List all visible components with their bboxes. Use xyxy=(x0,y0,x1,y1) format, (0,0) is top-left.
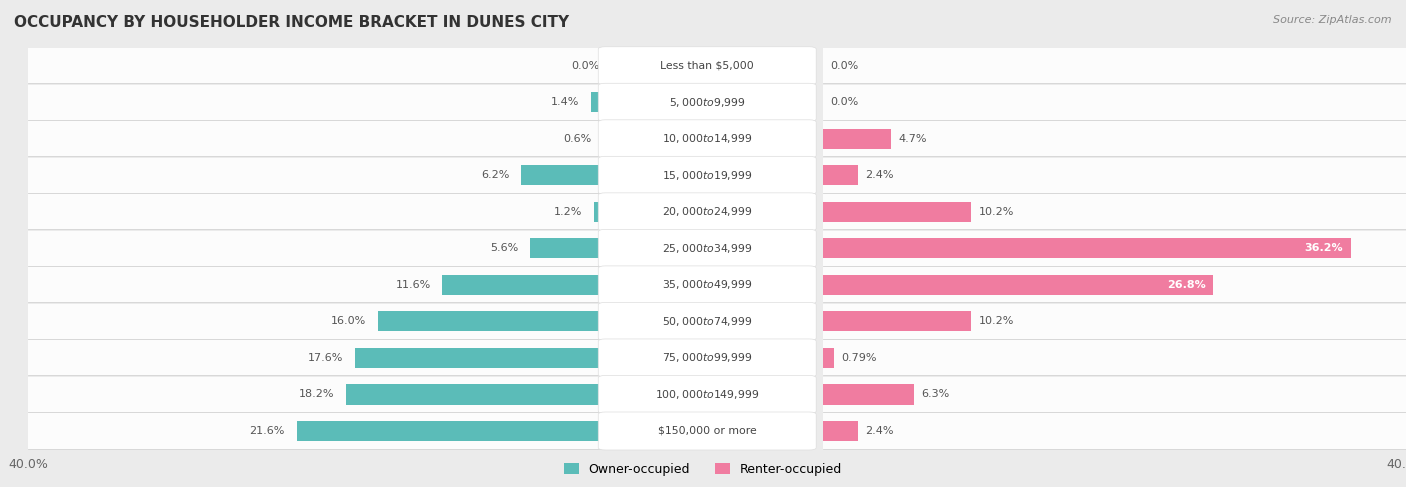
FancyBboxPatch shape xyxy=(297,421,612,441)
Text: 0.79%: 0.79% xyxy=(841,353,877,363)
FancyBboxPatch shape xyxy=(823,267,1406,302)
Text: 16.0%: 16.0% xyxy=(332,317,367,326)
Text: 1.2%: 1.2% xyxy=(554,207,582,217)
Text: 6.3%: 6.3% xyxy=(922,390,950,399)
Text: $35,000 to $49,999: $35,000 to $49,999 xyxy=(662,279,752,291)
FancyBboxPatch shape xyxy=(823,202,972,222)
Text: 5.6%: 5.6% xyxy=(491,244,519,253)
FancyBboxPatch shape xyxy=(530,238,612,259)
Text: 4.7%: 4.7% xyxy=(898,134,927,144)
FancyBboxPatch shape xyxy=(823,85,1406,120)
Text: Source: ZipAtlas.com: Source: ZipAtlas.com xyxy=(1274,15,1392,25)
FancyBboxPatch shape xyxy=(823,340,1406,375)
FancyBboxPatch shape xyxy=(28,340,612,375)
FancyBboxPatch shape xyxy=(443,275,612,295)
FancyBboxPatch shape xyxy=(823,158,1406,193)
Text: 0.0%: 0.0% xyxy=(572,61,600,71)
FancyBboxPatch shape xyxy=(603,129,612,149)
Text: 2.4%: 2.4% xyxy=(865,170,893,180)
FancyBboxPatch shape xyxy=(823,377,1406,412)
FancyBboxPatch shape xyxy=(346,384,612,405)
Text: 18.2%: 18.2% xyxy=(299,390,335,399)
Text: 21.6%: 21.6% xyxy=(249,426,285,436)
FancyBboxPatch shape xyxy=(823,238,1351,259)
Text: 0.0%: 0.0% xyxy=(830,97,858,107)
Text: 2.4%: 2.4% xyxy=(865,426,893,436)
Legend: Owner-occupied, Renter-occupied: Owner-occupied, Renter-occupied xyxy=(558,458,848,481)
Text: 36.2%: 36.2% xyxy=(1305,244,1343,253)
Text: $100,000 to $149,999: $100,000 to $149,999 xyxy=(655,388,759,401)
Text: 17.6%: 17.6% xyxy=(308,353,343,363)
FancyBboxPatch shape xyxy=(378,311,612,332)
FancyBboxPatch shape xyxy=(522,165,612,186)
FancyBboxPatch shape xyxy=(28,194,612,229)
Text: 0.6%: 0.6% xyxy=(562,134,591,144)
FancyBboxPatch shape xyxy=(823,413,1406,449)
FancyBboxPatch shape xyxy=(823,48,1406,83)
FancyBboxPatch shape xyxy=(28,377,612,412)
Text: OCCUPANCY BY HOUSEHOLDER INCOME BRACKET IN DUNES CITY: OCCUPANCY BY HOUSEHOLDER INCOME BRACKET … xyxy=(14,15,569,30)
FancyBboxPatch shape xyxy=(591,92,612,112)
FancyBboxPatch shape xyxy=(28,413,612,449)
FancyBboxPatch shape xyxy=(823,348,834,368)
FancyBboxPatch shape xyxy=(823,194,1406,229)
FancyBboxPatch shape xyxy=(823,231,1406,266)
FancyBboxPatch shape xyxy=(823,421,858,441)
Text: 26.8%: 26.8% xyxy=(1167,280,1206,290)
Text: $25,000 to $34,999: $25,000 to $34,999 xyxy=(662,242,752,255)
FancyBboxPatch shape xyxy=(823,311,972,332)
Text: 6.2%: 6.2% xyxy=(481,170,509,180)
Text: $5,000 to $9,999: $5,000 to $9,999 xyxy=(669,96,745,109)
Text: $10,000 to $14,999: $10,000 to $14,999 xyxy=(662,132,752,145)
FancyBboxPatch shape xyxy=(28,231,612,266)
FancyBboxPatch shape xyxy=(823,304,1406,339)
FancyBboxPatch shape xyxy=(354,348,612,368)
FancyBboxPatch shape xyxy=(28,158,612,193)
FancyBboxPatch shape xyxy=(823,275,1213,295)
Text: $50,000 to $74,999: $50,000 to $74,999 xyxy=(662,315,752,328)
FancyBboxPatch shape xyxy=(823,129,891,149)
Text: 0.0%: 0.0% xyxy=(830,61,858,71)
FancyBboxPatch shape xyxy=(28,85,612,120)
FancyBboxPatch shape xyxy=(823,384,914,405)
FancyBboxPatch shape xyxy=(823,165,858,186)
FancyBboxPatch shape xyxy=(823,121,1406,156)
FancyBboxPatch shape xyxy=(28,267,612,302)
Text: $150,000 or more: $150,000 or more xyxy=(658,426,756,436)
FancyBboxPatch shape xyxy=(28,48,612,83)
Text: $15,000 to $19,999: $15,000 to $19,999 xyxy=(662,169,752,182)
Text: 10.2%: 10.2% xyxy=(979,317,1014,326)
FancyBboxPatch shape xyxy=(28,304,612,339)
Text: 11.6%: 11.6% xyxy=(395,280,430,290)
Text: $75,000 to $99,999: $75,000 to $99,999 xyxy=(662,352,752,364)
Text: 10.2%: 10.2% xyxy=(979,207,1014,217)
Text: Less than $5,000: Less than $5,000 xyxy=(661,61,754,71)
Text: $20,000 to $24,999: $20,000 to $24,999 xyxy=(662,206,752,218)
Text: 1.4%: 1.4% xyxy=(551,97,579,107)
FancyBboxPatch shape xyxy=(595,202,612,222)
FancyBboxPatch shape xyxy=(28,121,612,156)
